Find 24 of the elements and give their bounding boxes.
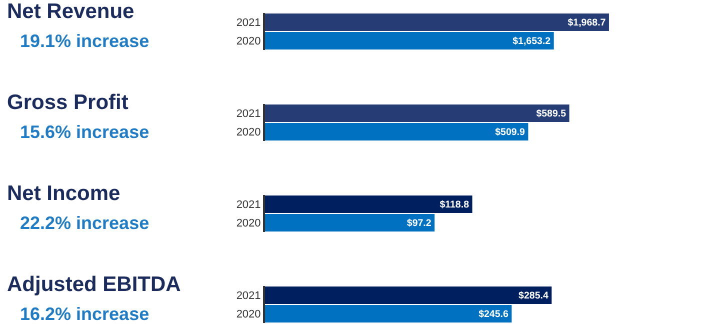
- data-label: $1,653.2: [512, 36, 552, 47]
- y-tick-label: 2020: [236, 126, 261, 139]
- text: 22.2% increase: [20, 213, 150, 233]
- y-tick-label: 2021: [236, 17, 261, 30]
- text: 19.1% increase: [20, 31, 150, 51]
- y-tick-label: 2020: [236, 218, 261, 230]
- y-tick-label: 2021: [236, 108, 261, 120]
- text: 16.2% increase: [20, 304, 150, 324]
- text: Gross Profit: [7, 91, 128, 114]
- y-tick-label: 2021: [236, 199, 261, 212]
- text: Net Revenue: [7, 0, 134, 23]
- text: Adjusted EBITDA: [7, 273, 181, 296]
- y-tick-label: 2020: [236, 36, 261, 48]
- data-label: $509.9: [495, 127, 526, 138]
- data-label: $1,968.7: [568, 18, 606, 28]
- data-label: $97.2: [406, 218, 432, 229]
- data-label: $245.6: [478, 309, 509, 320]
- y-tick-label: 2020: [236, 308, 261, 321]
- text: Net Income: [7, 182, 120, 205]
- data-label: $589.5: [536, 108, 567, 120]
- text: 15.6% increase: [20, 122, 150, 142]
- y-tick-label: 2021: [236, 290, 261, 302]
- data-label: $285.4: [518, 290, 549, 302]
- data-label: $118.8: [440, 200, 470, 210]
